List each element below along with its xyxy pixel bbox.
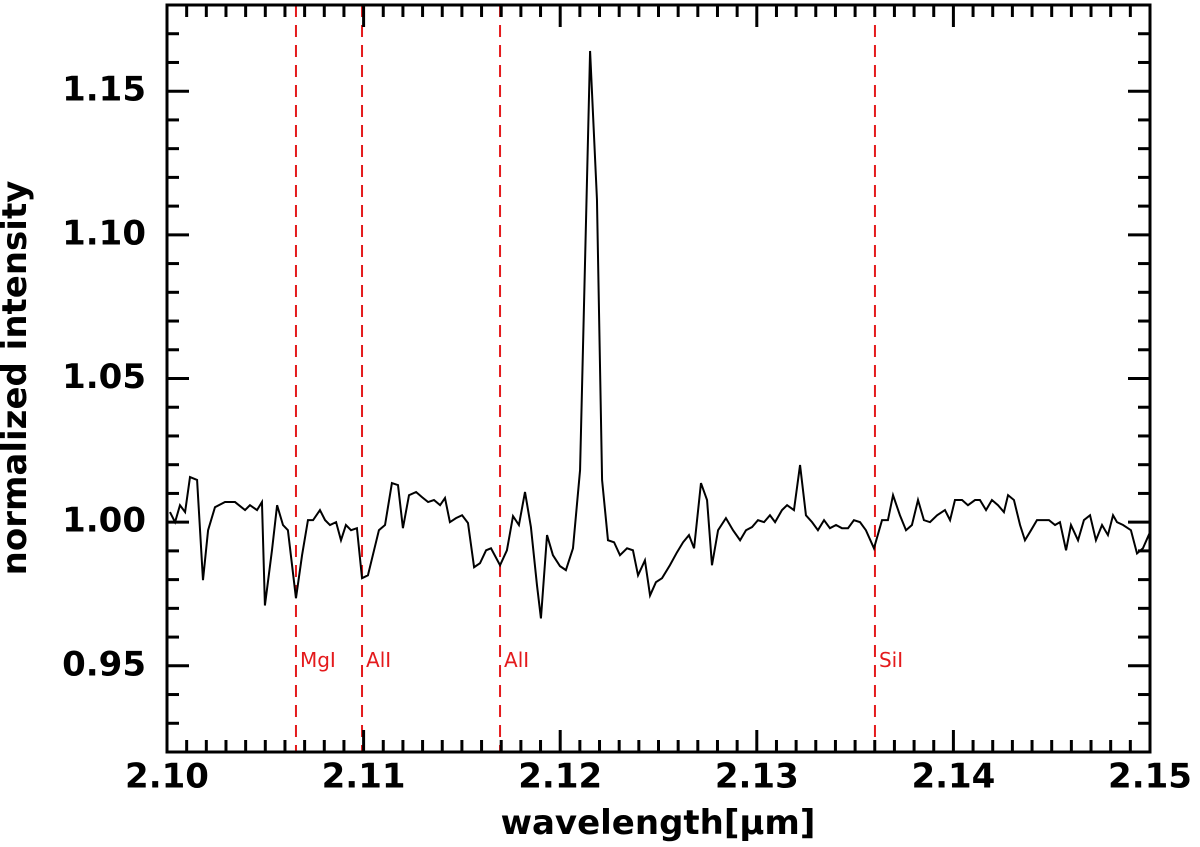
marker-label: AlI	[366, 648, 391, 672]
y-tick-label: 0.95	[62, 644, 146, 684]
y-tick-label: 1.15	[62, 70, 146, 110]
x-tick-label: 2.10	[125, 757, 209, 797]
marker-label: AlI	[504, 648, 529, 672]
y-tick-label: 1.00	[62, 501, 146, 541]
x-tick-label: 2.15	[1108, 757, 1192, 797]
marker-label: SiI	[879, 648, 903, 672]
x-axis-label: wavelength[μm]	[501, 803, 816, 843]
x-tick-label: 2.13	[715, 757, 799, 797]
marker-label: MgI	[300, 648, 336, 672]
plot-frame	[165, 3, 1152, 754]
y-axis-label: normalized intensity	[0, 181, 35, 576]
spectrum-line	[169, 50, 1151, 619]
x-tick-label: 2.11	[322, 757, 406, 797]
y-tick-label: 1.05	[62, 357, 146, 397]
x-tick-label: 2.12	[518, 757, 602, 797]
y-tick-label: 1.10	[62, 213, 146, 253]
x-tick-label: 2.14	[911, 757, 995, 797]
